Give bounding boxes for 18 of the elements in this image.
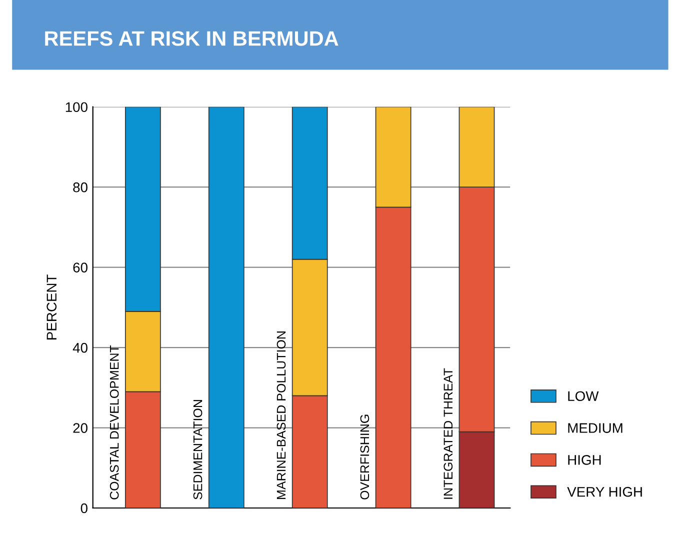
x-tick-label: SEDIMENTATION: [193, 400, 202, 500]
x-tick-label: OVERFISHING: [360, 414, 370, 500]
legend-label: MEDIUM: [568, 423, 622, 433]
y-tick-label: 80: [73, 182, 88, 192]
x-tick-label: MARINE-BASED POLLUTION: [276, 332, 286, 499]
bar: [208, 106, 244, 508]
legend-label: HIGH: [568, 455, 601, 465]
y-axis-title: PERCENT: [46, 274, 57, 340]
y-tick-label: 100: [66, 102, 88, 112]
y-tick-label: 0: [80, 503, 88, 514]
y-tick-label: 20: [73, 423, 88, 433]
y-tick-label: 40: [72, 342, 88, 353]
y-tick-label: 60: [73, 262, 88, 272]
legend-label: LOW: [568, 391, 599, 402]
x-tick-label: COASTAL DEVELOPMENT: [110, 345, 119, 500]
legend-label: VERY HIGH: [567, 486, 642, 497]
chart-title: REEFS AT RISK IN BERMUDA: [45, 31, 338, 46]
x-tick-label: INTEGRATED THREAT: [444, 368, 453, 499]
